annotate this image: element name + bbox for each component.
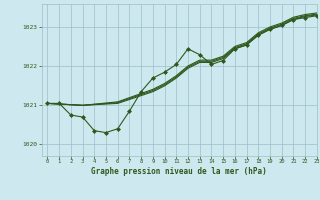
X-axis label: Graphe pression niveau de la mer (hPa): Graphe pression niveau de la mer (hPa) — [91, 167, 267, 176]
